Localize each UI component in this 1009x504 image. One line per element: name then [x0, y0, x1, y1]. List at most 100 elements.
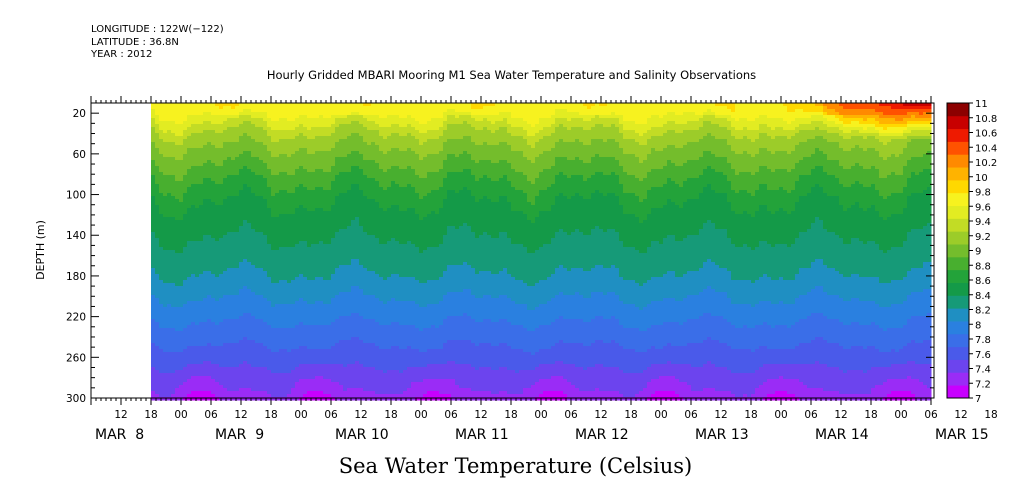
temperature-cell	[255, 241, 260, 245]
temperature-cell	[195, 154, 200, 158]
temperature-cell	[315, 298, 320, 302]
temperature-cell	[243, 361, 248, 365]
temperature-cell	[239, 124, 244, 128]
temperature-cell	[347, 394, 352, 398]
temperature-cell	[303, 292, 308, 296]
temperature-cell	[299, 124, 304, 128]
temperature-cell	[347, 361, 352, 365]
temperature-cell	[255, 265, 260, 269]
temperature-cell	[243, 202, 248, 206]
temperature-cell	[347, 214, 352, 218]
temperature-cell	[339, 325, 344, 329]
temperature-cell	[347, 397, 352, 401]
temperature-cell	[223, 289, 228, 293]
temperature-cell	[335, 301, 340, 305]
temperature-cell	[155, 367, 160, 371]
temperature-cell	[211, 199, 216, 203]
temperature-cell	[275, 394, 280, 398]
temperature-cell	[215, 313, 220, 317]
temperature-cell	[227, 361, 232, 365]
temperature-cell	[183, 268, 188, 272]
temperature-cell	[231, 358, 236, 362]
temperature-cell	[215, 232, 220, 236]
temperature-cell	[271, 334, 276, 338]
temperature-cell	[199, 190, 204, 194]
temperature-cell	[303, 244, 308, 248]
temperature-cell	[347, 220, 352, 224]
temperature-cell	[327, 217, 332, 221]
temperature-cell	[323, 226, 328, 230]
temperature-cell	[203, 238, 208, 242]
temperature-cell	[331, 265, 336, 269]
temperature-cell	[279, 313, 284, 317]
temperature-cell	[315, 391, 320, 395]
temperature-cell	[315, 103, 320, 107]
temperature-cell	[255, 283, 260, 287]
temperature-cell	[299, 235, 304, 239]
temperature-cell	[331, 169, 336, 173]
temperature-cell	[287, 160, 292, 164]
temperature-cell	[267, 136, 272, 140]
temperature-cell	[259, 181, 264, 185]
temperature-cell	[171, 325, 176, 329]
temperature-cell	[283, 304, 288, 308]
temperature-cell	[287, 103, 292, 107]
temperature-cell	[323, 148, 328, 152]
temperature-cell	[243, 238, 248, 242]
temperature-cell	[179, 286, 184, 290]
temperature-cell	[203, 154, 208, 158]
temperature-cell	[171, 391, 176, 395]
temperature-cell	[195, 307, 200, 311]
temperature-cell	[215, 325, 220, 329]
temperature-cell	[283, 340, 288, 344]
temperature-cell	[283, 364, 288, 368]
temperature-cell	[323, 286, 328, 290]
temperature-cell	[243, 205, 248, 209]
temperature-cell	[263, 301, 268, 305]
temperature-cell	[323, 157, 328, 161]
temperature-cell	[247, 340, 252, 344]
temperature-cell	[199, 154, 204, 158]
temperature-cell	[227, 322, 232, 326]
temperature-cell	[163, 148, 168, 152]
temperature-cell	[179, 244, 184, 248]
temperature-cell	[239, 277, 244, 281]
temperature-cell	[323, 184, 328, 188]
temperature-cell	[255, 316, 260, 320]
temperature-cell	[287, 337, 292, 341]
temperature-cell	[323, 163, 328, 167]
temperature-cell	[327, 325, 332, 329]
temperature-cell	[239, 187, 244, 191]
temperature-cell	[151, 103, 156, 107]
temperature-cell	[307, 271, 312, 275]
temperature-cell	[163, 178, 168, 182]
temperature-cell	[263, 253, 268, 257]
temperature-cell	[283, 394, 288, 398]
temperature-cell	[291, 361, 296, 365]
temperature-cell	[183, 148, 188, 152]
temperature-cell	[163, 220, 168, 224]
temperature-cell	[339, 301, 344, 305]
temperature-cell	[151, 283, 156, 287]
temperature-cell	[275, 169, 280, 173]
temperature-cell	[179, 238, 184, 242]
temperature-cell	[335, 205, 340, 209]
temperature-cell	[279, 370, 284, 374]
temperature-cell	[267, 151, 272, 155]
temperature-cell	[315, 331, 320, 335]
temperature-cell	[335, 250, 340, 254]
temperature-cell	[155, 265, 160, 269]
temperature-cell	[259, 124, 264, 128]
temperature-cell	[295, 169, 300, 173]
temperature-cell	[175, 388, 180, 392]
temperature-cell	[323, 196, 328, 200]
temperature-cell	[239, 343, 244, 347]
temperature-cell	[319, 340, 324, 344]
temperature-cell	[239, 373, 244, 377]
temperature-cell	[243, 175, 248, 179]
temperature-cell	[207, 340, 212, 344]
temperature-cell	[243, 334, 248, 338]
temperature-cell	[155, 118, 160, 122]
temperature-cell	[259, 220, 264, 224]
temperature-cell	[311, 160, 316, 164]
